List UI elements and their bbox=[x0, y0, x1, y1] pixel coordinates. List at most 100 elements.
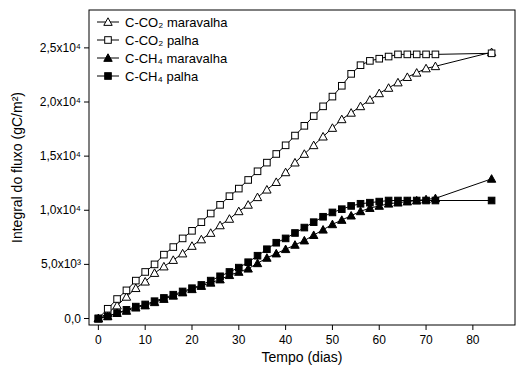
data-point bbox=[95, 315, 102, 322]
data-point bbox=[423, 197, 430, 204]
data-point bbox=[133, 277, 140, 284]
data-point bbox=[319, 226, 327, 234]
data-point bbox=[161, 295, 168, 302]
data-point bbox=[348, 71, 355, 78]
data-point bbox=[235, 207, 243, 215]
data-point bbox=[412, 196, 420, 204]
data-point bbox=[356, 207, 364, 215]
data-point bbox=[338, 216, 346, 224]
y-tick bbox=[84, 318, 89, 319]
x-tick bbox=[191, 325, 192, 330]
data-point bbox=[188, 285, 196, 293]
data-point bbox=[169, 256, 177, 264]
x-tick-label: 40 bbox=[279, 333, 293, 347]
legend: C-CO₂ maravalhaC-CO₂ palhaC-CH₄ maravalh… bbox=[97, 15, 228, 84]
legend-label: C-CH₄ maravalha bbox=[125, 51, 228, 66]
data-point bbox=[403, 197, 411, 205]
data-point bbox=[488, 197, 495, 204]
series-line bbox=[98, 53, 491, 318]
data-point bbox=[281, 245, 289, 253]
data-point bbox=[226, 269, 233, 276]
data-point bbox=[376, 198, 383, 205]
data-point bbox=[423, 51, 430, 58]
x-tick-label: 0 bbox=[95, 333, 102, 347]
data-point bbox=[412, 69, 420, 77]
data-point bbox=[347, 211, 355, 219]
chart: 010203040506070800,05,0x10³1,0x10⁴1,5x10… bbox=[0, 0, 531, 374]
data-point bbox=[225, 215, 233, 223]
data-point bbox=[300, 236, 308, 244]
data-point bbox=[132, 303, 140, 311]
data-point bbox=[273, 151, 280, 158]
data-point bbox=[94, 314, 102, 322]
data-point bbox=[357, 62, 364, 69]
data-point bbox=[319, 132, 327, 140]
data-point bbox=[123, 307, 130, 314]
data-point bbox=[367, 58, 374, 65]
data-point bbox=[198, 282, 205, 289]
data-point bbox=[217, 202, 224, 209]
data-point bbox=[395, 51, 402, 58]
data-point bbox=[487, 175, 495, 183]
data-point bbox=[264, 246, 271, 253]
data-point bbox=[263, 254, 271, 262]
legend-marker bbox=[104, 54, 112, 62]
legend-marker bbox=[104, 18, 112, 26]
plot-frame bbox=[89, 10, 515, 325]
data-point bbox=[263, 185, 271, 193]
x-tick-label: 10 bbox=[138, 333, 152, 347]
data-point bbox=[272, 178, 280, 186]
x-tick-label: 50 bbox=[326, 333, 340, 347]
series-line bbox=[98, 52, 491, 318]
data-point bbox=[488, 50, 495, 57]
data-point bbox=[104, 305, 111, 312]
y-tick bbox=[84, 264, 89, 265]
data-point bbox=[348, 203, 355, 210]
data-point bbox=[338, 206, 345, 213]
data-point bbox=[226, 193, 233, 200]
data-point bbox=[132, 284, 140, 292]
data-point bbox=[385, 53, 392, 60]
data-point bbox=[217, 273, 224, 280]
data-point bbox=[281, 168, 289, 176]
data-point bbox=[375, 89, 383, 97]
x-tick bbox=[98, 325, 99, 330]
data-point bbox=[207, 277, 214, 284]
data-point bbox=[310, 219, 317, 226]
data-point bbox=[178, 288, 186, 296]
x-tick-label: 30 bbox=[232, 333, 246, 347]
data-point bbox=[413, 197, 420, 204]
data-point bbox=[245, 177, 252, 184]
data-point bbox=[161, 251, 168, 258]
data-point bbox=[404, 197, 411, 204]
data-point bbox=[207, 210, 214, 217]
data-point bbox=[150, 269, 158, 277]
data-point bbox=[394, 78, 402, 86]
data-point bbox=[395, 197, 402, 204]
data-point bbox=[170, 291, 177, 298]
data-point bbox=[291, 241, 299, 249]
data-point bbox=[384, 84, 392, 92]
data-point bbox=[253, 259, 261, 267]
data-point bbox=[123, 287, 130, 294]
data-point bbox=[272, 249, 280, 257]
x-tick-label: 60 bbox=[373, 333, 387, 347]
data-point bbox=[422, 64, 430, 72]
x-tick bbox=[238, 325, 239, 330]
data-point bbox=[150, 298, 158, 306]
data-point bbox=[114, 296, 121, 303]
data-point bbox=[142, 269, 149, 276]
data-point bbox=[301, 123, 308, 130]
data-point bbox=[273, 239, 280, 246]
data-point bbox=[310, 141, 318, 149]
data-point bbox=[188, 242, 196, 250]
data-point bbox=[367, 199, 374, 206]
data-point bbox=[310, 113, 317, 120]
data-point bbox=[366, 96, 374, 104]
data-point bbox=[357, 200, 364, 207]
x-tick bbox=[145, 325, 146, 330]
data-point bbox=[431, 62, 439, 70]
x-tick bbox=[379, 325, 380, 330]
y-tick-label: 2,0x10⁴ bbox=[40, 95, 81, 109]
data-point bbox=[160, 262, 168, 270]
